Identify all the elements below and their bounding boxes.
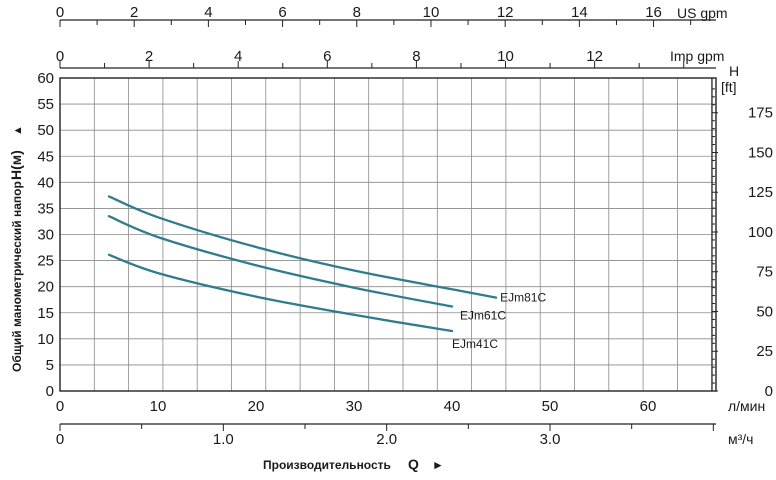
y-axis-title: Общий манометрический напор H(м) ▲ [8,125,24,372]
curve-ejm81c [107,195,498,299]
x-tick-label-impgpm: 2 [145,48,153,65]
x-tick-label-m3h: 2.0 [376,431,397,448]
x-tick-label-impgpm: 6 [323,48,331,65]
x-tick-label-usgpm: 12 [497,4,514,21]
grid-lines [60,78,716,391]
y-tick-label-m: 35 [37,200,54,217]
x-tick-label-usgpm: 6 [278,4,286,21]
y-axis-title-text: Общий манометрический напор [10,181,24,372]
y-tick-label-m: 10 [37,331,54,348]
y-tick-label-m: 5 [46,357,54,374]
y-axis-title-symbol: H(м) [8,150,24,180]
y-tick-label-m: 0 [46,383,54,400]
y-tick-label-ft: 50 [756,303,773,320]
x-tick-label-lmin: 40 [444,398,461,415]
x-axis-arrow-icon: ► [432,458,444,472]
y-tick-label-ft: 150 [748,144,773,161]
y-tick-label-m: 20 [37,279,54,296]
x-tick-label-m3h: 1.0 [213,431,234,448]
x-tick-label-usgpm: 4 [204,4,212,21]
x-tick-label-usgpm: 2 [130,4,138,21]
x-unit-lmin: л/мин [728,398,765,414]
x-tick-label-lmin: 60 [640,398,657,415]
x-axis-title-symbol: Q [408,456,419,472]
x-tick-label-lmin: 20 [248,398,265,415]
x-tick-label-m3h: 0 [56,431,64,448]
series-layer: EJm81C EJm61C EJm41C [107,195,546,351]
x-tick-label-impgpm: 12 [586,48,603,65]
curve-label-ejm61c: EJm61C [460,308,506,322]
y-tick-label-m: 25 [37,253,54,270]
x-tick-label-usgpm: 8 [353,4,361,21]
y-tick-label-m: 15 [37,305,54,322]
curve-label-ejm81c: EJm81C [500,291,546,305]
y-tick-label-ft: 0 [765,383,773,400]
y-tick-label-m: 60 [37,70,54,87]
x-tick-label-usgpm: 10 [423,4,440,21]
y-tick-label-ft: 125 [748,184,773,201]
axes-layer: 0510152025303540455055600255075100125150… [37,4,773,448]
y-tick-label-m: 50 [37,122,54,139]
x-tick-label-impgpm: 4 [234,48,242,65]
x-tick-label-lmin: 10 [150,398,167,415]
y-axis-arrow-icon: ▲ [12,125,24,136]
y-tick-label-ft: 75 [756,264,773,281]
curve-ejm41c [107,253,454,333]
x-tick-label-usgpm: 0 [56,4,64,21]
right-unit-ft: [ft] [721,79,737,95]
x-tick-label-impgpm: 8 [412,48,420,65]
y-tick-label-m: 45 [37,148,54,165]
right-unit-symbol: H [729,63,739,79]
x-tick-label-lmin: 30 [346,398,363,415]
x-axis-title: Производительность [263,458,391,472]
y-tick-label-ft: 175 [748,105,773,122]
curve-label-ejm41c: EJm41C [452,337,498,351]
plot-frame [59,77,717,392]
x-tick-label-m3h: 3.0 [540,431,561,448]
x-unit-m3h: м³/ч [728,431,753,447]
x-tick-label-impgpm: 10 [497,48,514,65]
curve-ejm61c [107,215,454,308]
top-unit-imp-gpm: Imp gpm [670,48,724,64]
top-unit-us-gpm: US gpm [677,5,728,21]
x-tick-label-lmin: 0 [56,398,64,415]
x-tick-label-usgpm: 16 [645,4,662,21]
x-tick-label-lmin: 50 [542,398,559,415]
y-tick-label-m: 30 [37,227,54,244]
y-tick-label-ft: 100 [748,224,773,241]
y-tick-label-m: 55 [37,96,54,113]
y-tick-label-m: 40 [37,174,54,191]
x-tick-label-usgpm: 14 [571,4,588,21]
x-tick-label-impgpm: 0 [56,48,64,65]
y-tick-label-ft: 25 [756,343,773,360]
